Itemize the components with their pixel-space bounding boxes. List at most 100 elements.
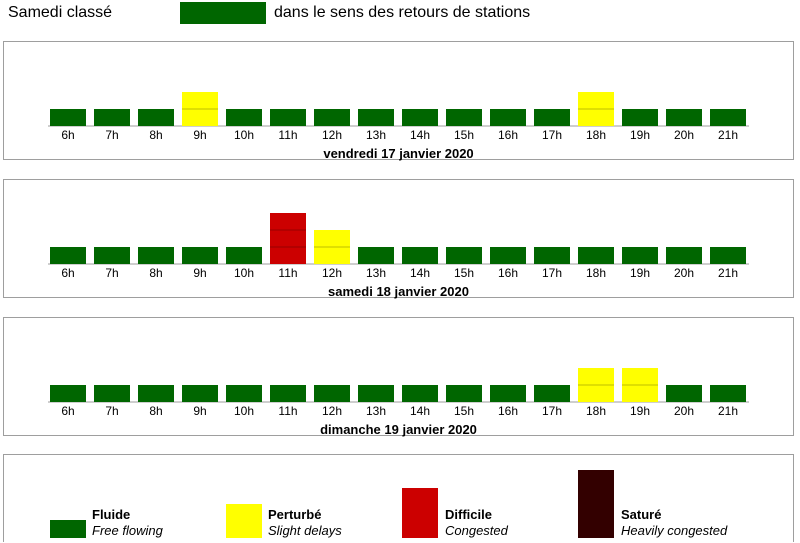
bar-12h-segment [314,247,350,264]
tick-label: 13h [366,266,386,280]
tick-label: 15h [454,266,474,280]
bar-8h-segment [138,247,174,264]
bar-18h-segment [578,368,614,385]
day-label: dimanche 19 janvier 2020 [320,422,477,437]
bar-17h-segment [534,385,570,402]
tick-label: 7h [105,266,118,280]
tick-label: 17h [542,404,562,418]
bar-9h-segment [182,247,218,264]
bar-11h-segment [270,385,306,402]
tick-label: 20h [674,266,694,280]
bar-20h-segment [666,109,702,126]
bar-8h-segment [138,385,174,402]
tick-label: 11h [278,404,297,418]
tick-label: 7h [105,404,118,418]
bar-8h-segment [138,109,174,126]
tick-label: 20h [674,128,694,142]
tick-label: 9h [193,266,206,280]
bar-15h-segment [446,109,482,126]
bar-12h-segment [314,230,350,247]
header-color-swatch [180,2,266,24]
legend-swatch-fluide [50,520,86,538]
bar-14h-segment [402,385,438,402]
bar-10h-segment [226,109,262,126]
tick-label: 21h [718,266,738,280]
bar-7h-segment [94,247,130,264]
traffic-chart-sunday: 6h 7h 8h 9h 10h 11h 12h 13h 14h 15h 16h 17h 18h 19h 20… [48,368,749,418]
day-panel-sunday: 6h 7h 8h 9h 10h 11h 12h 13h 14h 15h 16h 17h 18h 19h 20… [3,317,794,437]
tick-label: 6h [61,404,74,418]
tick-label: 14h [410,266,430,280]
tick-label: 14h [410,404,430,418]
tick-label: 10h [234,128,254,142]
bar-11h-segment [270,230,306,247]
tick-label: 8h [149,404,162,418]
legend: Fluide Free flowing Perturbé Slight dela… [3,454,794,542]
bar-6h-segment [50,385,86,402]
bar-16h-segment [490,385,526,402]
bar-6h-segment [50,109,86,126]
tick-label: 10h [234,404,254,418]
tick-label: 16h [498,404,518,418]
tick-label: 16h [498,266,518,280]
tick-label: 13h [366,404,386,418]
legend-subtitle-difficile: Congested [445,523,508,538]
header-caption: dans le sens des retours de stations [274,4,531,21]
legend-subtitle-sature: Heavily congested [621,523,728,538]
bar-11h-segment [270,109,306,126]
tick-label: 15h [454,404,474,418]
tick-label: 10h [234,266,254,280]
tick-label: 19h [630,128,650,142]
bar-14h-segment [402,247,438,264]
tick-label: 19h [630,266,650,280]
bar-13h-segment [358,109,394,126]
tick-label: 12h [322,266,342,280]
bar-12h-segment [314,109,350,126]
traffic-chart-saturday: 6h 7h 8h 9h 10h 11h 12h 13h 14h 15h 16h 17h 18h 19h 20… [48,213,749,280]
bar-19h-segment [622,247,658,264]
tick-label: 12h [322,128,342,142]
tick-label: 12h [322,404,342,418]
bar-11h-segment [270,213,306,230]
tick-label: 20h [674,404,694,418]
bar-6h-segment [50,247,86,264]
legend-swatch-sature [578,470,614,538]
tick-label: 21h [718,404,738,418]
legend-title-difficile: Difficile [445,507,492,522]
bar-14h-segment [402,109,438,126]
tick-label: 19h [630,404,650,418]
bar-16h-segment [490,109,526,126]
bar-19h-segment [622,109,658,126]
bar-10h-segment [226,385,262,402]
bar-16h-segment [490,247,526,264]
bar-20h-segment [666,247,702,264]
bar-13h-segment [358,247,394,264]
bar-10h-segment [226,247,262,264]
legend-subtitle-perturbe: Slight delays [268,523,342,538]
bar-9h-segment [182,385,218,402]
tick-label: 18h [586,128,606,142]
bar-19h-segment [622,368,658,385]
tick-label: 17h [542,128,562,142]
bar-18h-segment [578,92,614,109]
tick-label: 21h [718,128,738,142]
bar-21h-segment [710,385,746,402]
tick-label: 15h [454,128,474,142]
bar-17h-segment [534,247,570,264]
bar-13h-segment [358,385,394,402]
bar-9h-segment [182,92,218,109]
tick-label: 7h [105,128,118,142]
tick-label: 8h [149,266,162,280]
bar-18h-segment [578,385,614,402]
bar-15h-segment [446,385,482,402]
bar-7h-segment [94,109,130,126]
tick-label: 6h [61,266,74,280]
legend-subtitle-fluide: Free flowing [92,523,163,538]
bar-20h-segment [666,385,702,402]
bar-9h-segment [182,109,218,126]
page-title: Samedi classé [8,4,113,21]
tick-label: 18h [586,404,606,418]
tick-label: 16h [498,128,518,142]
bar-21h-segment [710,247,746,264]
legend-title-fluide: Fluide [92,507,131,522]
